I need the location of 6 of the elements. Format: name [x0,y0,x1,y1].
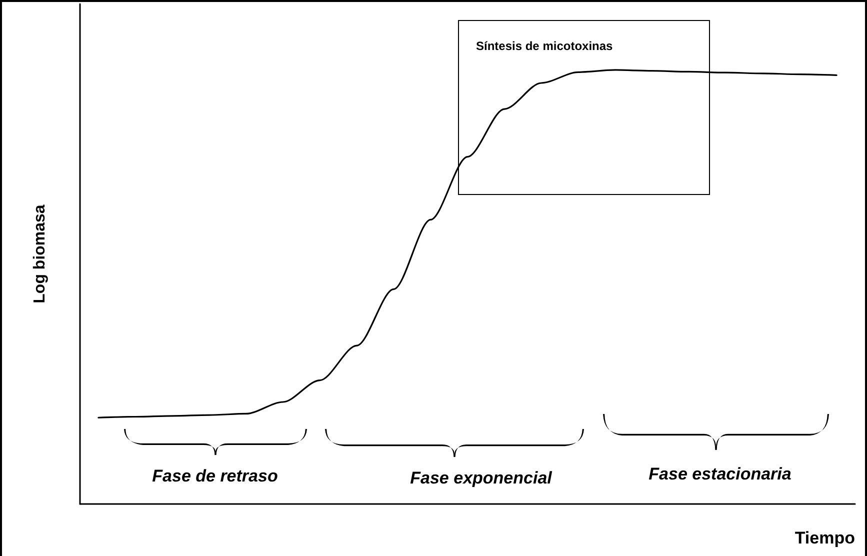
x-axis-title: Tiempo [794,528,855,548]
text: Síntesis de micotoxinas [476,39,614,53]
annotation: Fase exponencial [410,468,554,488]
annotation: Fase de retraso [152,466,278,486]
y-axis-title: Log biomasa [32,204,48,304]
annotation: Fase estacionaria [648,464,792,484]
